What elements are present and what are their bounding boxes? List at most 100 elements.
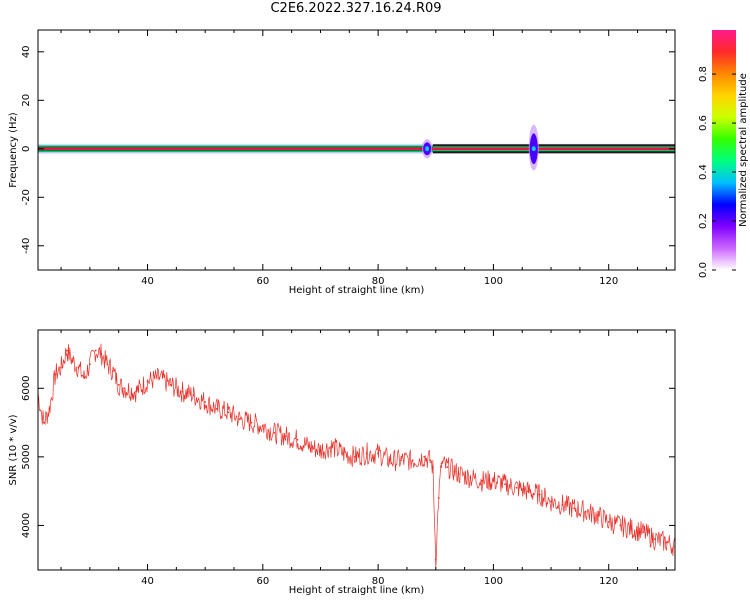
snr-point xyxy=(106,363,109,366)
snr-point xyxy=(135,390,137,393)
snr-point xyxy=(619,524,622,527)
snr-point xyxy=(504,483,506,486)
snr-point xyxy=(573,507,576,510)
snr-point xyxy=(112,370,114,373)
colorbar-tick-label: 0.8 xyxy=(698,66,709,82)
spectrogram-panel: 40 60 80 100 120 40 20 0 -20 -40 Height of straig… xyxy=(8,29,676,296)
snr-x-tick-label: 120 xyxy=(599,576,618,587)
snr-y-tick-label: 6000 xyxy=(21,376,32,401)
spectrogram-spread-center xyxy=(425,146,430,152)
snr-point xyxy=(561,503,564,506)
snr-point xyxy=(71,359,74,362)
snr-point xyxy=(423,455,426,458)
spectrogram-x-axis-label: Height of straight line (km) xyxy=(289,285,425,296)
spectrogram-y-tick-label: 0 xyxy=(21,146,32,152)
snr-point xyxy=(123,387,126,390)
snr-point xyxy=(440,462,443,465)
colorbar-tick-label: 0.4 xyxy=(698,164,709,180)
snr-point xyxy=(169,383,172,386)
snr-point xyxy=(377,452,380,455)
snr-point xyxy=(596,514,599,517)
snr-point xyxy=(284,435,287,438)
snr-point xyxy=(457,473,460,475)
colorbar-gradient xyxy=(712,30,736,270)
snr-point xyxy=(630,527,633,530)
snr-point xyxy=(437,497,440,499)
spectrogram-spread-center xyxy=(531,146,536,152)
snr-point xyxy=(446,466,449,469)
snr-point xyxy=(146,380,149,383)
spectrogram-x-tick-label: 60 xyxy=(256,276,269,287)
snr-point xyxy=(653,538,656,541)
spectrogram-y-axis-label: Frequency (Hz) xyxy=(8,112,19,188)
snr-point xyxy=(60,366,62,369)
spectrogram-x-tick-label: 100 xyxy=(484,276,503,287)
spectrogram-frame xyxy=(37,29,676,271)
snr-y-axis-label: SNR (10 * v/v) xyxy=(8,414,19,485)
spectrogram-x-tick-label: 40 xyxy=(141,276,154,287)
spectrogram-plot-area xyxy=(38,124,675,171)
spectrogram-ticks: 40 60 80 100 120 40 20 0 -20 -40 xyxy=(21,30,675,287)
snr-point xyxy=(204,401,207,403)
spectrogram-center-line xyxy=(38,147,675,150)
snr-point xyxy=(400,459,403,462)
spectrogram-x-tick-label: 80 xyxy=(372,276,385,287)
snr-point xyxy=(431,466,434,469)
snr-plot-area xyxy=(38,343,675,570)
colorbar-label: Normalized spectral amplitude xyxy=(738,73,749,227)
snr-point xyxy=(411,459,414,462)
snr-point xyxy=(215,407,218,410)
snr-point xyxy=(642,531,645,534)
snr-point xyxy=(273,431,276,434)
colorbar-tick-label: 0.2 xyxy=(698,213,709,229)
snr-point xyxy=(342,452,345,455)
snr-point xyxy=(665,541,668,544)
snr-point xyxy=(48,407,51,410)
snr-point xyxy=(550,500,552,503)
snr-point xyxy=(94,349,97,352)
snr-point xyxy=(584,510,587,513)
snr-point xyxy=(181,390,184,393)
snr-frame xyxy=(37,329,676,571)
colorbar-ticks: 0.0 0.2 0.4 0.6 0.8 xyxy=(698,66,736,278)
snr-point xyxy=(319,449,322,451)
snr-point xyxy=(469,476,472,479)
snr-point xyxy=(331,445,333,448)
snr-y-tick-label: 4000 xyxy=(21,513,32,538)
snr-line-noise xyxy=(38,343,675,570)
snr-point xyxy=(480,479,483,482)
spectrogram-y-tick-label: 20 xyxy=(21,94,32,107)
snr-x-tick-label: 100 xyxy=(484,576,503,587)
snr-point xyxy=(65,349,68,352)
snr-point xyxy=(192,394,195,397)
snr-point xyxy=(296,438,299,441)
spectrogram-x-tick-label: 120 xyxy=(599,276,618,287)
snr-x-tick-label: 60 xyxy=(256,576,269,587)
colorbar-tick-label: 0.6 xyxy=(698,115,709,131)
snr-point xyxy=(429,459,431,462)
snr-point xyxy=(83,377,86,379)
snr-point xyxy=(434,558,437,561)
snr-point xyxy=(77,366,80,369)
snr-ticks: 40 60 80 100 120 4000 5000 6000 xyxy=(21,330,675,587)
snr-point xyxy=(515,486,518,489)
spectrogram-y-tick-label: 40 xyxy=(21,45,32,58)
snr-point xyxy=(54,373,57,376)
snr-point xyxy=(492,479,495,482)
snr-point xyxy=(227,411,230,414)
snr-point xyxy=(354,455,356,458)
snr-point xyxy=(527,490,529,493)
spectrogram-y-tick-label: -40 xyxy=(21,238,32,254)
snr-point xyxy=(261,425,264,427)
snr-point xyxy=(88,363,91,366)
snr-y-tick-label: 5000 xyxy=(21,444,32,469)
snr-point xyxy=(250,421,253,424)
snr-x-axis-label: Height of straight line (km) xyxy=(289,585,425,596)
snr-point xyxy=(308,445,310,448)
snr-point xyxy=(365,452,368,455)
chart-title: C2E6.2022.327.16.24.R09 xyxy=(270,1,442,16)
snr-x-tick-label: 40 xyxy=(141,576,154,587)
spectrogram-y-tick-label: -20 xyxy=(21,189,32,205)
snr-point xyxy=(388,459,391,462)
